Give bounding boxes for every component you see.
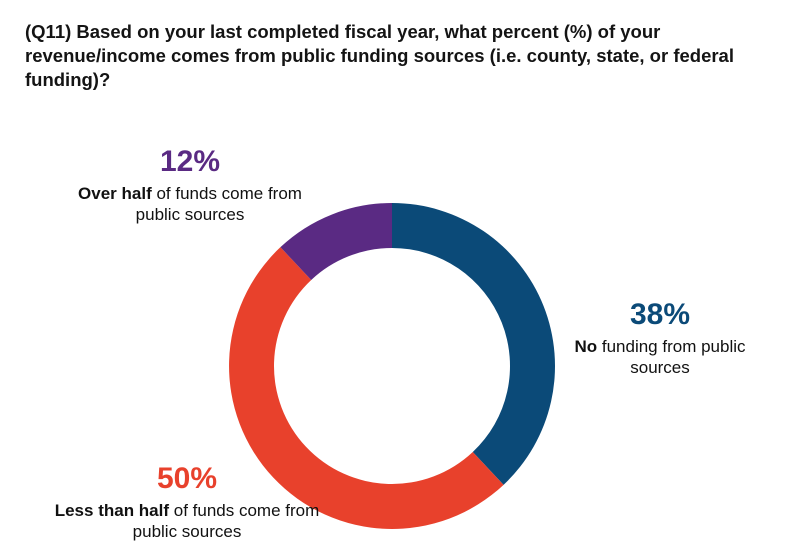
donut-slice-none	[392, 203, 555, 485]
slice-emphasis-less-than-half: Less than half	[54, 501, 170, 520]
slice-description-no-funding: No funding from public sources	[560, 336, 760, 378]
slice-value-less-than-half: 50%	[156, 462, 218, 495]
slice-value-no-funding: 38%	[629, 298, 691, 331]
slice-label-over-half: 12% Over half of funds come from public …	[60, 145, 320, 225]
donut-slice-over	[280, 203, 392, 280]
slice-text-over-half: of funds come from public sources	[135, 184, 302, 224]
slice-value-over-half: 12%	[159, 145, 221, 178]
slice-label-no-funding: 38% No funding from public sources	[560, 298, 760, 378]
chart-title: (Q11) Based on your last completed fisca…	[25, 21, 734, 90]
slice-description-less-than-half: Less than half of funds come from public…	[52, 500, 322, 542]
slice-text-less-than-half: of funds come from public sources	[132, 501, 320, 541]
slice-emphasis-no-funding: No	[574, 337, 598, 356]
slice-description-over-half: Over half of funds come from public sour…	[60, 183, 320, 225]
slice-label-less-than-half: 50% Less than half of funds come from pu…	[52, 462, 322, 542]
donut-slice-less	[229, 247, 504, 529]
slice-emphasis-over-half: Over half	[78, 184, 152, 203]
slice-text-no-funding: funding from public sources	[597, 337, 746, 377]
